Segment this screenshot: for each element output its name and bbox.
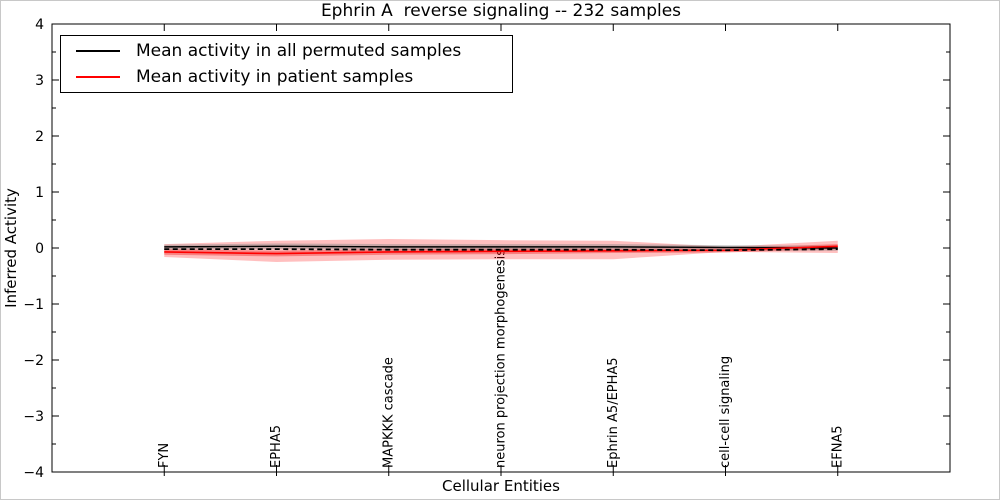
x-axis-label: Cellular Entities — [442, 477, 560, 495]
svg-text:EFNA5: EFNA5 — [830, 425, 845, 468]
svg-text:4: 4 — [35, 17, 44, 33]
svg-text:EPHA5: EPHA5 — [269, 425, 284, 468]
chart-title: Ephrin A reverse signaling -- 232 sample… — [320, 1, 682, 21]
svg-text:0: 0 — [35, 241, 44, 257]
patient-line-swatch-icon — [76, 76, 120, 78]
legend-label: Mean activity in patient samples — [136, 67, 414, 87]
svg-text:3: 3 — [35, 73, 44, 89]
svg-text:cell-cell signaling: cell-cell signaling — [718, 356, 733, 468]
svg-text:FYN: FYN — [157, 443, 172, 468]
svg-text:−1: −1 — [23, 297, 44, 313]
y-axis-label: Inferred Activity — [2, 188, 20, 308]
svg-text:2: 2 — [35, 129, 44, 145]
svg-text:1: 1 — [35, 185, 44, 201]
permuted-line-swatch-icon — [76, 50, 120, 52]
legend-item-permuted: Mean activity in all permuted samples — [61, 38, 512, 64]
legend: Mean activity in all permuted samples Me… — [60, 35, 513, 93]
svg-text:−3: −3 — [23, 409, 44, 425]
svg-text:−4: −4 — [23, 465, 44, 481]
svg-text:Ephrin A5/EPHA5: Ephrin A5/EPHA5 — [606, 357, 621, 468]
legend-label: Mean activity in all permuted samples — [136, 41, 462, 61]
svg-text:−2: −2 — [23, 353, 44, 369]
svg-text:neuron projection morphogenesi: neuron projection morphogenesis — [494, 249, 509, 468]
svg-text:MAPKKK cascade: MAPKKK cascade — [381, 357, 396, 468]
legend-item-patient: Mean activity in patient samples — [61, 64, 512, 90]
